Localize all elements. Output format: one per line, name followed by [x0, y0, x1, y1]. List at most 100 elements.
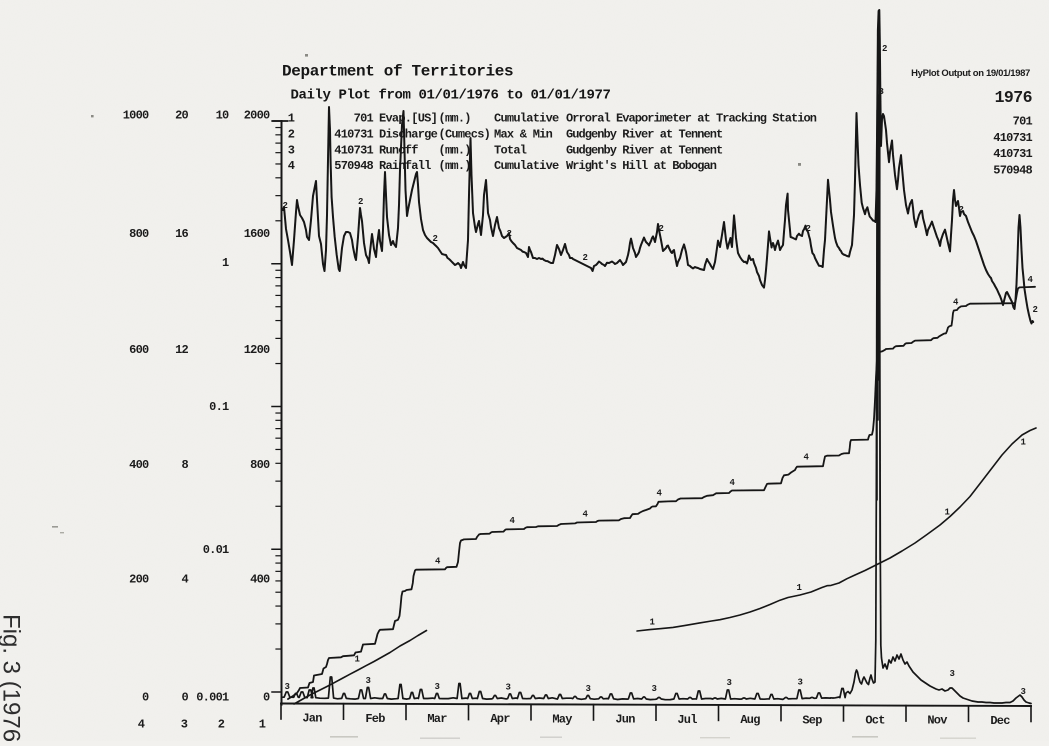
svg-text:16: 16	[175, 227, 188, 241]
svg-text:1000: 1000	[123, 109, 149, 123]
svg-text:701: 701	[1013, 115, 1033, 129]
svg-text:Jan: Jan	[302, 712, 322, 726]
svg-text:410731: 410731	[334, 143, 373, 157]
svg-text:20: 20	[175, 109, 188, 123]
svg-text:800: 800	[250, 458, 270, 472]
svg-text:410731: 410731	[334, 127, 373, 141]
svg-text:4: 4	[953, 298, 959, 308]
svg-text:1: 1	[797, 583, 803, 593]
svg-text:Aug: Aug	[740, 713, 760, 727]
svg-text:4: 4	[182, 573, 189, 587]
svg-text:3: 3	[288, 143, 295, 157]
svg-text:Max & Min: Max & Min	[494, 127, 553, 141]
svg-text:800: 800	[129, 227, 149, 241]
svg-text:12: 12	[175, 343, 188, 357]
svg-text:3: 3	[1021, 687, 1026, 697]
svg-text:Jun: Jun	[615, 713, 635, 727]
svg-text:Apr: Apr	[490, 712, 510, 726]
svg-text:0: 0	[182, 691, 189, 705]
svg-text:Gudgenby River at Tennent: Gudgenby River at Tennent	[566, 143, 723, 157]
svg-text:Wright's Hill at Bobogan: Wright's Hill at Bobogan	[566, 159, 717, 173]
svg-text:(mm.): (mm.)	[439, 112, 471, 126]
svg-text:2: 2	[882, 44, 887, 54]
svg-text:Runoff: Runoff	[379, 143, 418, 157]
svg-text:3: 3	[652, 684, 657, 694]
svg-text:Mar: Mar	[427, 712, 447, 726]
svg-text:1976: 1976	[995, 88, 1032, 107]
svg-text:Total: Total	[494, 143, 527, 157]
svg-text:1: 1	[288, 112, 295, 126]
svg-text:0.1: 0.1	[209, 400, 229, 414]
svg-text:4: 4	[510, 516, 516, 526]
svg-text:Cumulative: Cumulative	[494, 112, 559, 126]
svg-text:Dec: Dec	[990, 714, 1010, 728]
svg-text:Feb: Feb	[365, 712, 385, 726]
svg-text:400: 400	[250, 573, 270, 587]
svg-text:Daily Plot from 01/01/1976 to: Daily Plot from 01/01/1976 to 01/01/1977	[291, 88, 611, 104]
svg-text:4: 4	[1028, 275, 1034, 285]
svg-text:400: 400	[129, 458, 149, 472]
svg-text:Fig. 3 (1976: Fig. 3 (1976	[0, 614, 25, 741]
svg-text:Department of Territories: Department of Territories	[282, 63, 513, 81]
svg-text:570948: 570948	[334, 159, 373, 173]
svg-text:2: 2	[358, 197, 363, 207]
svg-text:Discharge: Discharge	[379, 127, 438, 141]
svg-text:Orroral Evaporimeter at Tracki: Orroral Evaporimeter at Tracking Station	[566, 112, 817, 126]
svg-text:8: 8	[182, 458, 189, 472]
svg-text:410731: 410731	[993, 131, 1032, 145]
svg-text:4: 4	[288, 159, 295, 173]
svg-text:0: 0	[263, 691, 270, 705]
svg-text:1: 1	[259, 718, 266, 732]
svg-text:Sep: Sep	[802, 713, 822, 727]
svg-text:3: 3	[285, 682, 290, 692]
svg-text:3: 3	[435, 682, 440, 692]
svg-text:4: 4	[657, 489, 663, 499]
svg-text:1: 1	[650, 618, 656, 628]
svg-text:2: 2	[659, 224, 664, 234]
svg-text:3: 3	[727, 678, 732, 688]
svg-text:2: 2	[959, 205, 964, 215]
svg-text:3: 3	[586, 684, 591, 694]
svg-text:2: 2	[218, 718, 225, 732]
svg-text:3: 3	[950, 669, 955, 679]
svg-text:3: 3	[506, 683, 511, 693]
svg-text:1200: 1200	[244, 343, 270, 357]
svg-text:410731: 410731	[993, 147, 1032, 161]
svg-text:4: 4	[138, 718, 145, 732]
svg-text:(mm.): (mm.)	[439, 143, 471, 157]
svg-text:1: 1	[945, 508, 951, 518]
svg-text:1: 1	[355, 655, 361, 665]
svg-text:701: 701	[354, 112, 374, 126]
svg-text:Gudgenby River at Tennent: Gudgenby River at Tennent	[566, 127, 723, 141]
svg-text:10: 10	[216, 109, 229, 123]
svg-text:2000: 2000	[244, 109, 270, 123]
svg-text:Jul: Jul	[677, 713, 697, 727]
svg-text:2: 2	[583, 253, 588, 263]
svg-text:3: 3	[366, 676, 371, 686]
svg-text:4: 4	[804, 453, 810, 463]
svg-text:4: 4	[583, 509, 589, 519]
svg-text:2: 2	[1033, 305, 1038, 315]
svg-text:2: 2	[433, 234, 438, 244]
svg-text:600: 600	[129, 343, 149, 357]
svg-text:Evap.[US]: Evap.[US]	[379, 112, 437, 126]
svg-text:4: 4	[435, 557, 441, 567]
svg-text:1600: 1600	[244, 227, 270, 241]
svg-text:4: 4	[730, 478, 736, 488]
svg-text:(mm.): (mm.)	[439, 159, 471, 173]
svg-text:570948: 570948	[993, 163, 1032, 177]
svg-text:0.01: 0.01	[203, 543, 229, 557]
svg-text:May: May	[552, 712, 572, 726]
svg-text:Cumulative: Cumulative	[494, 159, 559, 173]
svg-text:0: 0	[142, 691, 149, 705]
svg-text:2: 2	[283, 201, 288, 211]
svg-text:Oct: Oct	[865, 714, 885, 728]
svg-text:2: 2	[288, 127, 295, 141]
svg-text:2: 2	[806, 224, 811, 234]
svg-text:(Cumecs): (Cumecs)	[439, 127, 491, 141]
svg-text:200: 200	[129, 573, 149, 587]
svg-text:3: 3	[798, 678, 803, 688]
svg-text:0.001: 0.001	[196, 691, 229, 705]
svg-text:HyPlot Output on 19/01/1987: HyPlot Output on 19/01/1987	[911, 68, 1030, 79]
svg-text:1: 1	[1021, 438, 1027, 448]
